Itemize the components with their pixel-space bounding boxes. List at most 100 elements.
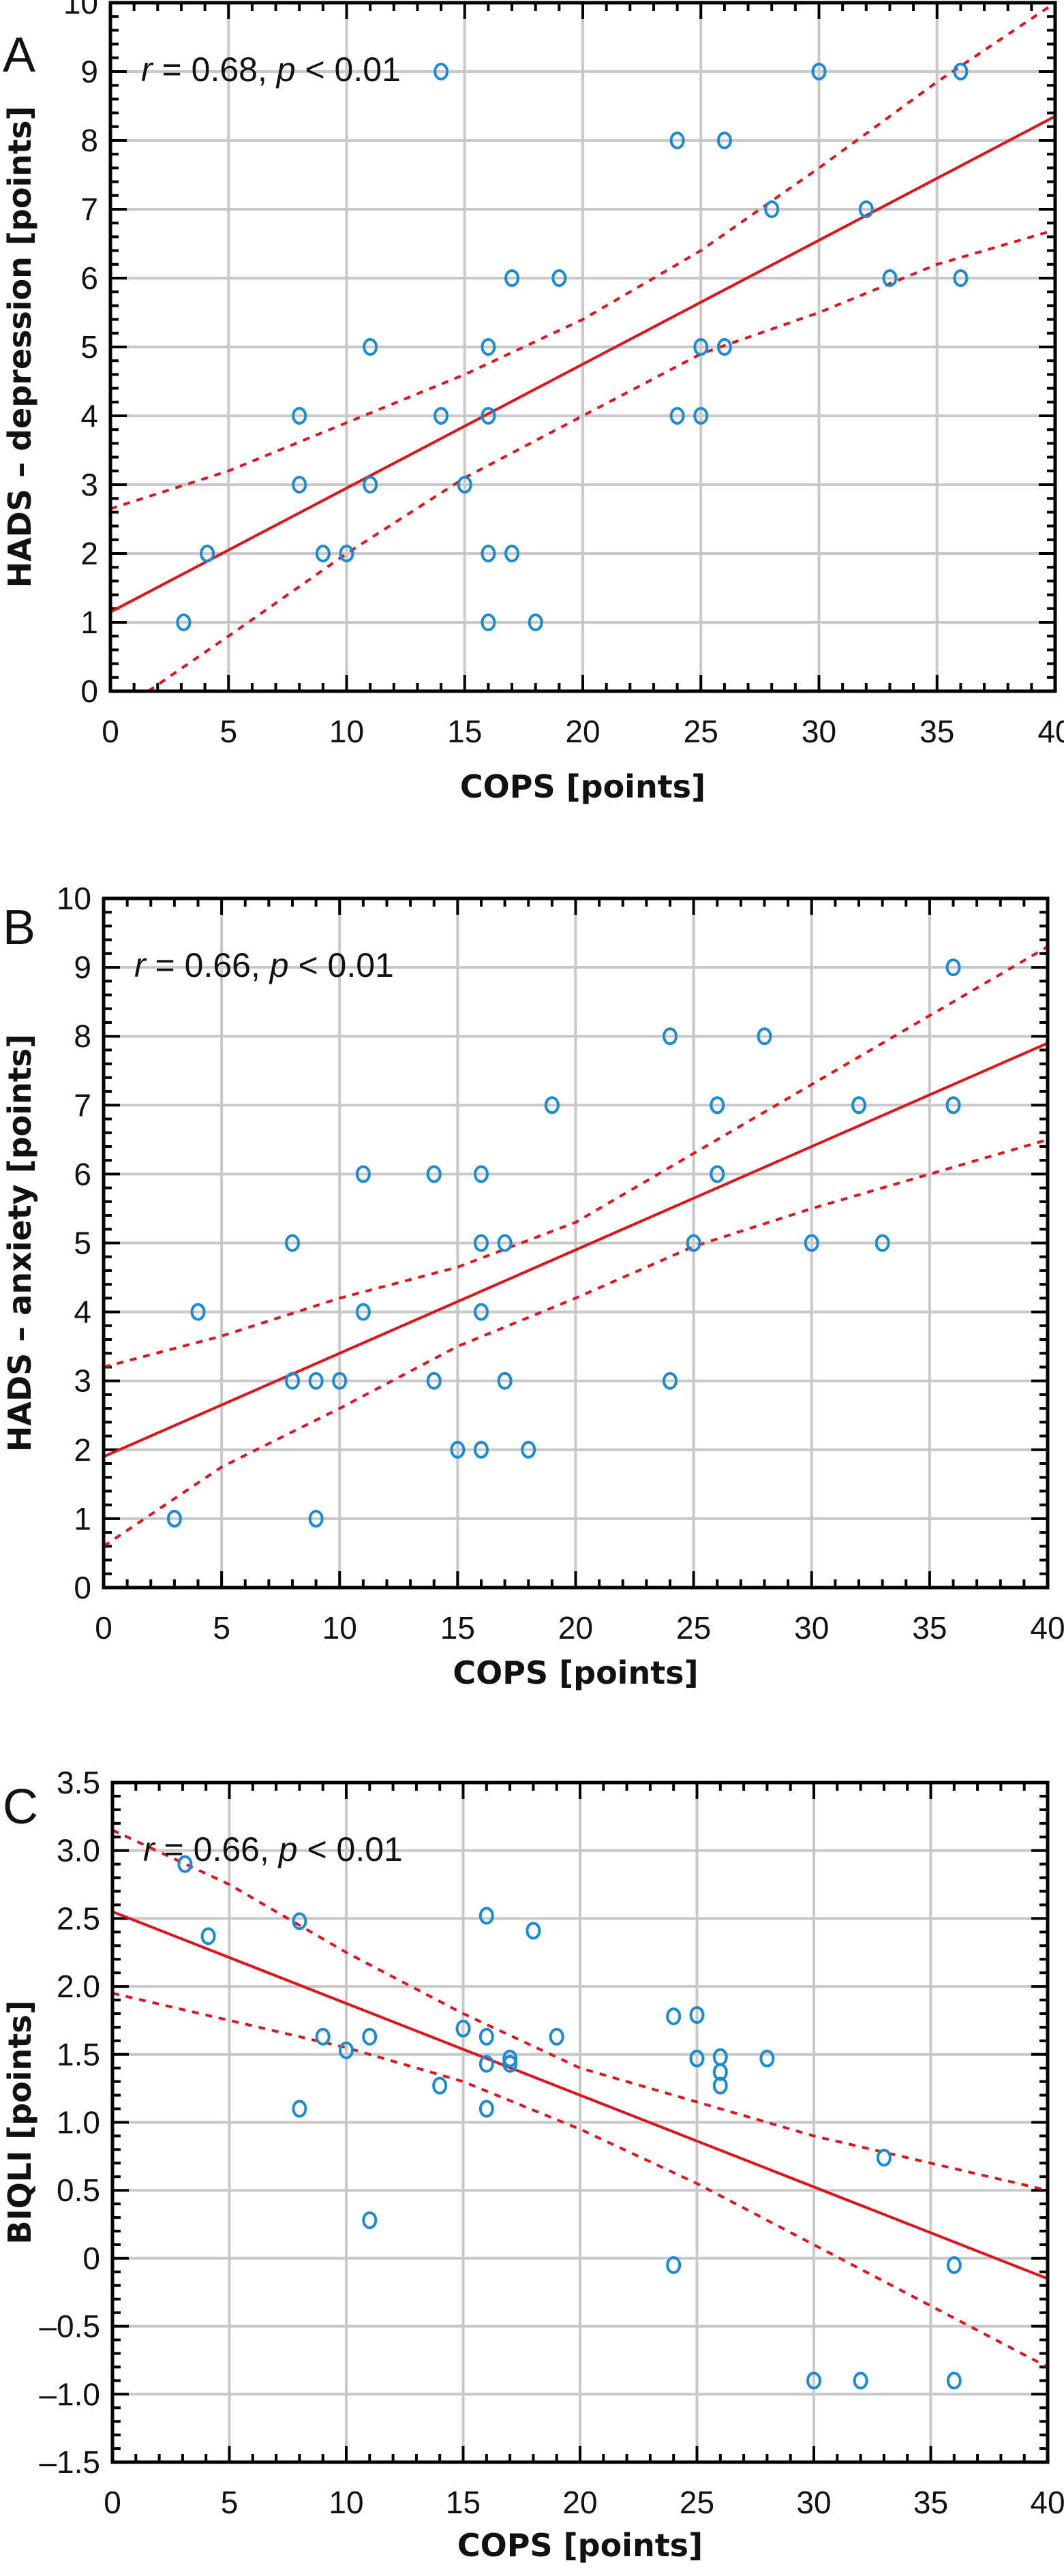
ci-lower-line: [112, 1992, 1048, 2369]
x-tick-label: 0: [104, 2485, 121, 2520]
annotation-r-label: r: [141, 50, 154, 89]
panel-label: B: [3, 900, 35, 955]
data-point: [804, 1234, 819, 1252]
x-tick-label: 10: [329, 2485, 363, 2520]
plot-area: [104, 945, 1048, 1548]
y-tick-label: 8: [80, 123, 98, 158]
y-tick-label: 10: [57, 881, 91, 916]
x-tick-label: 15: [446, 2485, 481, 2520]
x-tick-label: 30: [794, 1610, 829, 1646]
annotation-p-text: < 0.01: [289, 946, 394, 984]
data-point: [716, 132, 732, 149]
data-point: [549, 2027, 564, 2046]
data-point: [292, 2100, 307, 2118]
data-point: [200, 1927, 216, 1945]
plot-frame: [110, 1781, 1050, 2464]
plot-frame: [108, 1, 1057, 693]
data-point: [474, 1234, 489, 1252]
x-tick-label: 5: [213, 1610, 230, 1646]
annotation-p-text: < 0.01: [298, 1830, 403, 1868]
data-point: [689, 2005, 705, 2024]
y-tick-label: 5: [80, 329, 98, 365]
x-axis-title: COPS [points]: [453, 1654, 698, 1691]
data-point: [481, 545, 496, 562]
data-point: [481, 338, 496, 356]
x-tick-label: 0: [102, 714, 119, 749]
y-tick-label: 7: [74, 1087, 91, 1123]
data-point: [292, 407, 307, 425]
x-tick-label: 35: [913, 2485, 948, 2520]
y-tick-label: –0.5: [39, 2309, 100, 2344]
annotation-p-text: < 0.01: [296, 50, 401, 89]
y-tick-label: 2.5: [57, 1900, 100, 1936]
data-point: [474, 1440, 489, 1459]
data-point: [474, 1303, 489, 1321]
chart-panel-b: 0 5 10 15 20 25 30 35 40 0 1 2 3 4 5 6 7 8 9 10 COPS [points…: [1, 881, 1064, 1691]
data-point: [434, 63, 449, 80]
data-point: [166, 1509, 182, 1528]
data-point: [478, 2027, 494, 2046]
data-point: [669, 407, 685, 425]
x-tick-label: 10: [329, 714, 364, 749]
plot-area: [110, 3, 1055, 691]
data-point: [858, 200, 874, 218]
data-point: [315, 2027, 331, 2046]
data-point: [426, 1165, 442, 1183]
y-tick-label: 9: [74, 950, 91, 985]
y-tick-label: 10: [63, 0, 98, 20]
x-tick-label: 40: [1030, 1610, 1064, 1646]
y-tick-label: 1.0: [57, 2105, 100, 2140]
data-point: [521, 1440, 536, 1459]
data-point: [757, 1027, 772, 1046]
data-point: [432, 2076, 448, 2095]
ci-lower-line: [104, 1138, 1048, 1548]
data-point: [945, 958, 961, 977]
data-point: [712, 2076, 728, 2095]
y-axis-title: HADS – anxiety [points]: [1, 1034, 38, 1452]
regression-line: [104, 1042, 1048, 1458]
data-point: [355, 1303, 371, 1321]
data-point: [292, 476, 307, 494]
data-point: [689, 2049, 705, 2067]
data-point: [426, 1372, 442, 1390]
data-point: [806, 2372, 821, 2390]
data-point: [875, 1234, 890, 1252]
x-tick-label: 5: [219, 714, 237, 749]
data-point: [663, 1372, 678, 1390]
regression-line: [112, 1910, 1048, 2280]
data-point: [450, 1440, 466, 1459]
data-point: [764, 200, 780, 218]
data-point: [332, 1372, 348, 1390]
y-tick-label: 0: [82, 2241, 100, 2276]
y-tick-label: 0: [80, 673, 98, 709]
data-point: [339, 2041, 354, 2059]
data-point: [285, 1234, 300, 1252]
data-point: [663, 1027, 678, 1046]
y-tick-label: 1: [74, 1501, 91, 1536]
data-point: [946, 2256, 962, 2274]
x-tick-label: 40: [1037, 714, 1064, 749]
y-tick-label: 3: [74, 1363, 91, 1399]
y-tick-label: 8: [74, 1018, 91, 1054]
data-point: [669, 132, 685, 149]
data-point: [285, 1372, 300, 1390]
data-point: [308, 1509, 324, 1528]
y-tick-label: 0: [74, 1570, 91, 1605]
y-tick-label: 5: [74, 1226, 91, 1261]
data-point: [315, 545, 331, 562]
data-point: [502, 2049, 518, 2067]
chart-panel-c: 0 5 10 15 20 25 30 35 40 –1.5 –1.0 –0.5 0 0.5 1.0 1.5 2.…: [1, 1765, 1064, 2564]
data-point: [502, 2055, 518, 2073]
chart-panel-a: 0 5 10 15 20 25 30 35 40 0 1 2 3 4 5 6 7 8 9 10 COPS [points…: [1, 0, 1064, 805]
x-axis-title: COPS [points]: [457, 2527, 703, 2564]
x-tick-label: 40: [1030, 2485, 1064, 2520]
annotation-p-label: p: [275, 50, 296, 89]
y-tick-label: 1: [80, 605, 98, 640]
data-point: [308, 1372, 324, 1390]
data-point: [355, 1165, 371, 1183]
y-axis-title: HADS – depression [points]: [1, 106, 38, 588]
panel-label: C: [3, 1780, 38, 1834]
y-tick-label: 4: [74, 1294, 91, 1330]
data-point: [363, 338, 378, 356]
data-point: [712, 2048, 728, 2066]
